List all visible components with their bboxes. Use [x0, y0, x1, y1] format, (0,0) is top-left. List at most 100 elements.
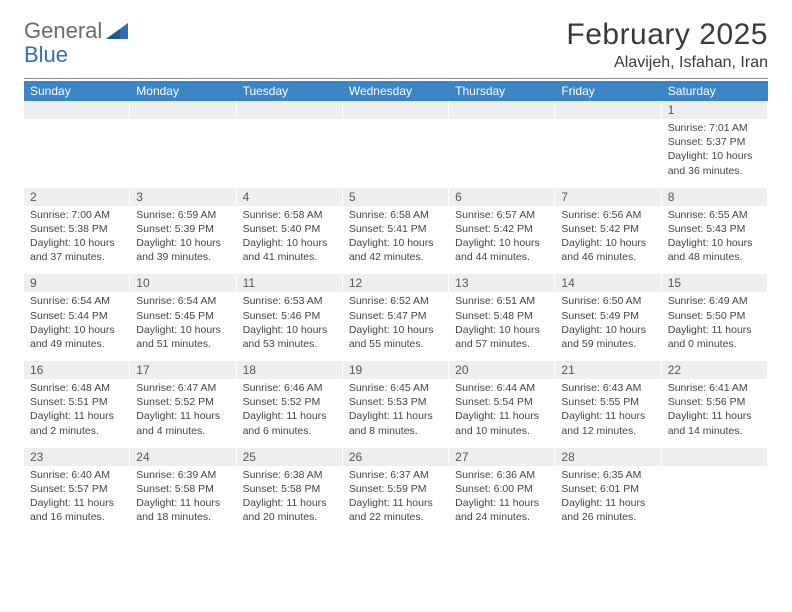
day-number: 14	[555, 274, 661, 292]
sunrise-line: Sunrise: 6:43 AM	[561, 381, 655, 395]
empty-cell	[449, 119, 555, 188]
day-number: 27	[449, 448, 555, 466]
daynum-row: 16171819202122	[24, 361, 768, 379]
daylight-line: Daylight: 11 hours and 6 minutes.	[243, 409, 337, 437]
empty-cell	[662, 466, 768, 535]
empty-cell	[24, 101, 130, 119]
daylight-line: Daylight: 10 hours and 48 minutes.	[668, 236, 762, 264]
day-number: 8	[662, 188, 768, 206]
sunrise-line: Sunrise: 6:40 AM	[30, 468, 124, 482]
sunset-line: Sunset: 5:51 PM	[30, 395, 124, 409]
sunrise-line: Sunrise: 6:48 AM	[30, 381, 124, 395]
sunrise-line: Sunrise: 6:52 AM	[349, 294, 443, 308]
day-details: Sunrise: 6:58 AMSunset: 5:40 PMDaylight:…	[237, 206, 343, 275]
day-number: 20	[449, 361, 555, 379]
day-number: 4	[237, 188, 343, 206]
sunrise-line: Sunrise: 6:55 AM	[668, 208, 762, 222]
detail-row: Sunrise: 6:48 AMSunset: 5:51 PMDaylight:…	[24, 379, 768, 448]
detail-row: Sunrise: 6:54 AMSunset: 5:44 PM Daylight:…	[24, 292, 768, 361]
day-details: Sunrise: 6:39 AMSunset: 5:58 PMDaylight:…	[130, 466, 236, 535]
sunrise-line: Sunrise: 6:39 AM	[136, 468, 230, 482]
dow-sunday: Sunday	[24, 81, 130, 101]
sunset-line: Sunset: 5:43 PM	[668, 222, 762, 236]
empty-cell	[449, 101, 555, 119]
sunset-line: Sunset: 5:53 PM	[349, 395, 443, 409]
day-details: Sunrise: 6:52 AMSunset: 5:47 PMDaylight:…	[343, 292, 449, 361]
dow-saturday: Saturday	[662, 81, 768, 101]
sunset-line: Sunset: 5:44 PM	[30, 309, 124, 323]
sunset-line: Sunset: 6:01 PM	[561, 482, 655, 496]
daylight-line: Daylight: 11 hours and 12 minutes.	[561, 409, 655, 437]
logo: General	[24, 18, 130, 44]
sunrise-line: Sunrise: 6:51 AM	[455, 294, 549, 308]
dow-friday: Friday	[555, 81, 661, 101]
day-details: Sunrise: 6:40 AMSunset: 5:57 PMDaylight:…	[24, 466, 130, 535]
daylight-line: Daylight: 11 hours and 22 minutes.	[349, 496, 443, 524]
daynum-row: 2345678	[24, 188, 768, 206]
sunrise-line: Sunrise: 6:58 AM	[243, 208, 337, 222]
dow-monday: Monday	[130, 81, 236, 101]
daylight-line: Daylight: 10 hours and 41 minutes.	[243, 236, 337, 264]
sunrise-line: Sunrise: 6:45 AM	[349, 381, 443, 395]
sunset-line: Sunset: 5:41 PM	[349, 222, 443, 236]
daylight-line: Daylight: 11 hours and 0 minutes.	[668, 323, 762, 351]
sunrise-line: Sunrise: 6:53 AM	[243, 294, 337, 308]
daylight-line: Daylight: 11 hours and 2 minutes.	[30, 409, 124, 437]
day-details: Sunrise: 6:54 AMSunset: 5:44 PMDaylight:…	[24, 292, 130, 361]
day-number: 9	[24, 274, 130, 292]
daylight-line: Daylight: 10 hours and 51 minutes.	[136, 323, 230, 351]
sunset-line: Sunset: 5:37 PM	[668, 135, 762, 149]
empty-cell	[555, 119, 661, 188]
day-details: Sunrise: 6:55 AMSunset: 5:43 PMDaylight:…	[662, 206, 768, 275]
daylight-line: Daylight: 10 hours and 39 minutes.	[136, 236, 230, 264]
dow-wednesday: Wednesday	[343, 81, 449, 101]
sunset-line: Sunset: 5:55 PM	[561, 395, 655, 409]
daylight-line: Daylight: 10 hours and 42 minutes.	[349, 236, 443, 264]
sunrise-line: Sunrise: 6:44 AM	[455, 381, 549, 395]
day-number: 24	[130, 448, 236, 466]
day-details: Sunrise: 6:54 AMSunset: 5:45 PMDaylight:…	[130, 292, 236, 361]
sunrise-line: Sunrise: 6:59 AM	[136, 208, 230, 222]
sunset-line: Sunset: 5:46 PM	[243, 309, 337, 323]
day-details: Sunrise: 6:57 AMSunset: 5:42 PMDaylight:…	[449, 206, 555, 275]
daylight-line: Daylight: 10 hours and 59 minutes.	[561, 323, 655, 351]
sunset-line: Sunset: 5:58 PM	[136, 482, 230, 496]
day-details: Sunrise: 6:59 AMSunset: 5:39 PMDaylight:…	[130, 206, 236, 275]
divider	[24, 78, 768, 79]
day-number: 2	[24, 188, 130, 206]
day-number: 13	[449, 274, 555, 292]
day-details: Sunrise: 6:47 AMSunset: 5:52 PMDaylight:…	[130, 379, 236, 448]
day-number: 6	[449, 188, 555, 206]
sunset-line: Sunset: 5:40 PM	[243, 222, 337, 236]
daylight-line: Daylight: 10 hours and 36 minutes.	[668, 149, 762, 177]
dow-header: Sunday Monday Tuesday Wednesday Thursday…	[24, 81, 768, 101]
day-details: Sunrise: 6:44 AMSunset: 5:54 PMDaylight:…	[449, 379, 555, 448]
sunset-line: Sunset: 6:00 PM	[455, 482, 549, 496]
sunset-line: Sunset: 5:50 PM	[668, 309, 762, 323]
day-details: Sunrise: 6:58 AMSunset: 5:41 PMDaylight:…	[343, 206, 449, 275]
sunrise-line: Sunrise: 6:35 AM	[561, 468, 655, 482]
sunset-line: Sunset: 5:54 PM	[455, 395, 549, 409]
sunrise-line: Sunrise: 6:54 AM	[30, 294, 124, 308]
sunrise-line: Sunrise: 6:36 AM	[455, 468, 549, 482]
logo-word-1: General	[24, 18, 102, 44]
sunset-line: Sunset: 5:59 PM	[349, 482, 443, 496]
calendar: Sunday Monday Tuesday Wednesday Thursday…	[24, 81, 768, 534]
sunrise-line: Sunrise: 6:58 AM	[349, 208, 443, 222]
day-details: Sunrise: 6:36 AMSunset: 6:00 PMDaylight:…	[449, 466, 555, 535]
sunset-line: Sunset: 5:45 PM	[136, 309, 230, 323]
daylight-line: Daylight: 11 hours and 24 minutes.	[455, 496, 549, 524]
detail-row: Sunrise: 6:40 AMSunset: 5:57 PMDaylight:…	[24, 466, 768, 535]
daylight-line: Daylight: 11 hours and 16 minutes.	[30, 496, 124, 524]
daynum-row: 1	[24, 101, 768, 119]
title-block: February 2025 Alavijeh, Isfahan, Iran	[566, 18, 768, 72]
sunset-line: Sunset: 5:52 PM	[243, 395, 337, 409]
day-details: Sunrise: 7:00 AMSunset: 5:38 PMDaylight:…	[24, 206, 130, 275]
daylight-line: Daylight: 10 hours and 57 minutes.	[455, 323, 549, 351]
sunrise-line: Sunrise: 6:50 AM	[561, 294, 655, 308]
header: General February 2025 Alavijeh, Isfahan,…	[24, 18, 768, 72]
empty-cell	[130, 101, 236, 119]
month-title: February 2025	[566, 18, 768, 52]
daynum-row: 232425262728	[24, 448, 768, 466]
sunrise-line: Sunrise: 6:49 AM	[668, 294, 762, 308]
